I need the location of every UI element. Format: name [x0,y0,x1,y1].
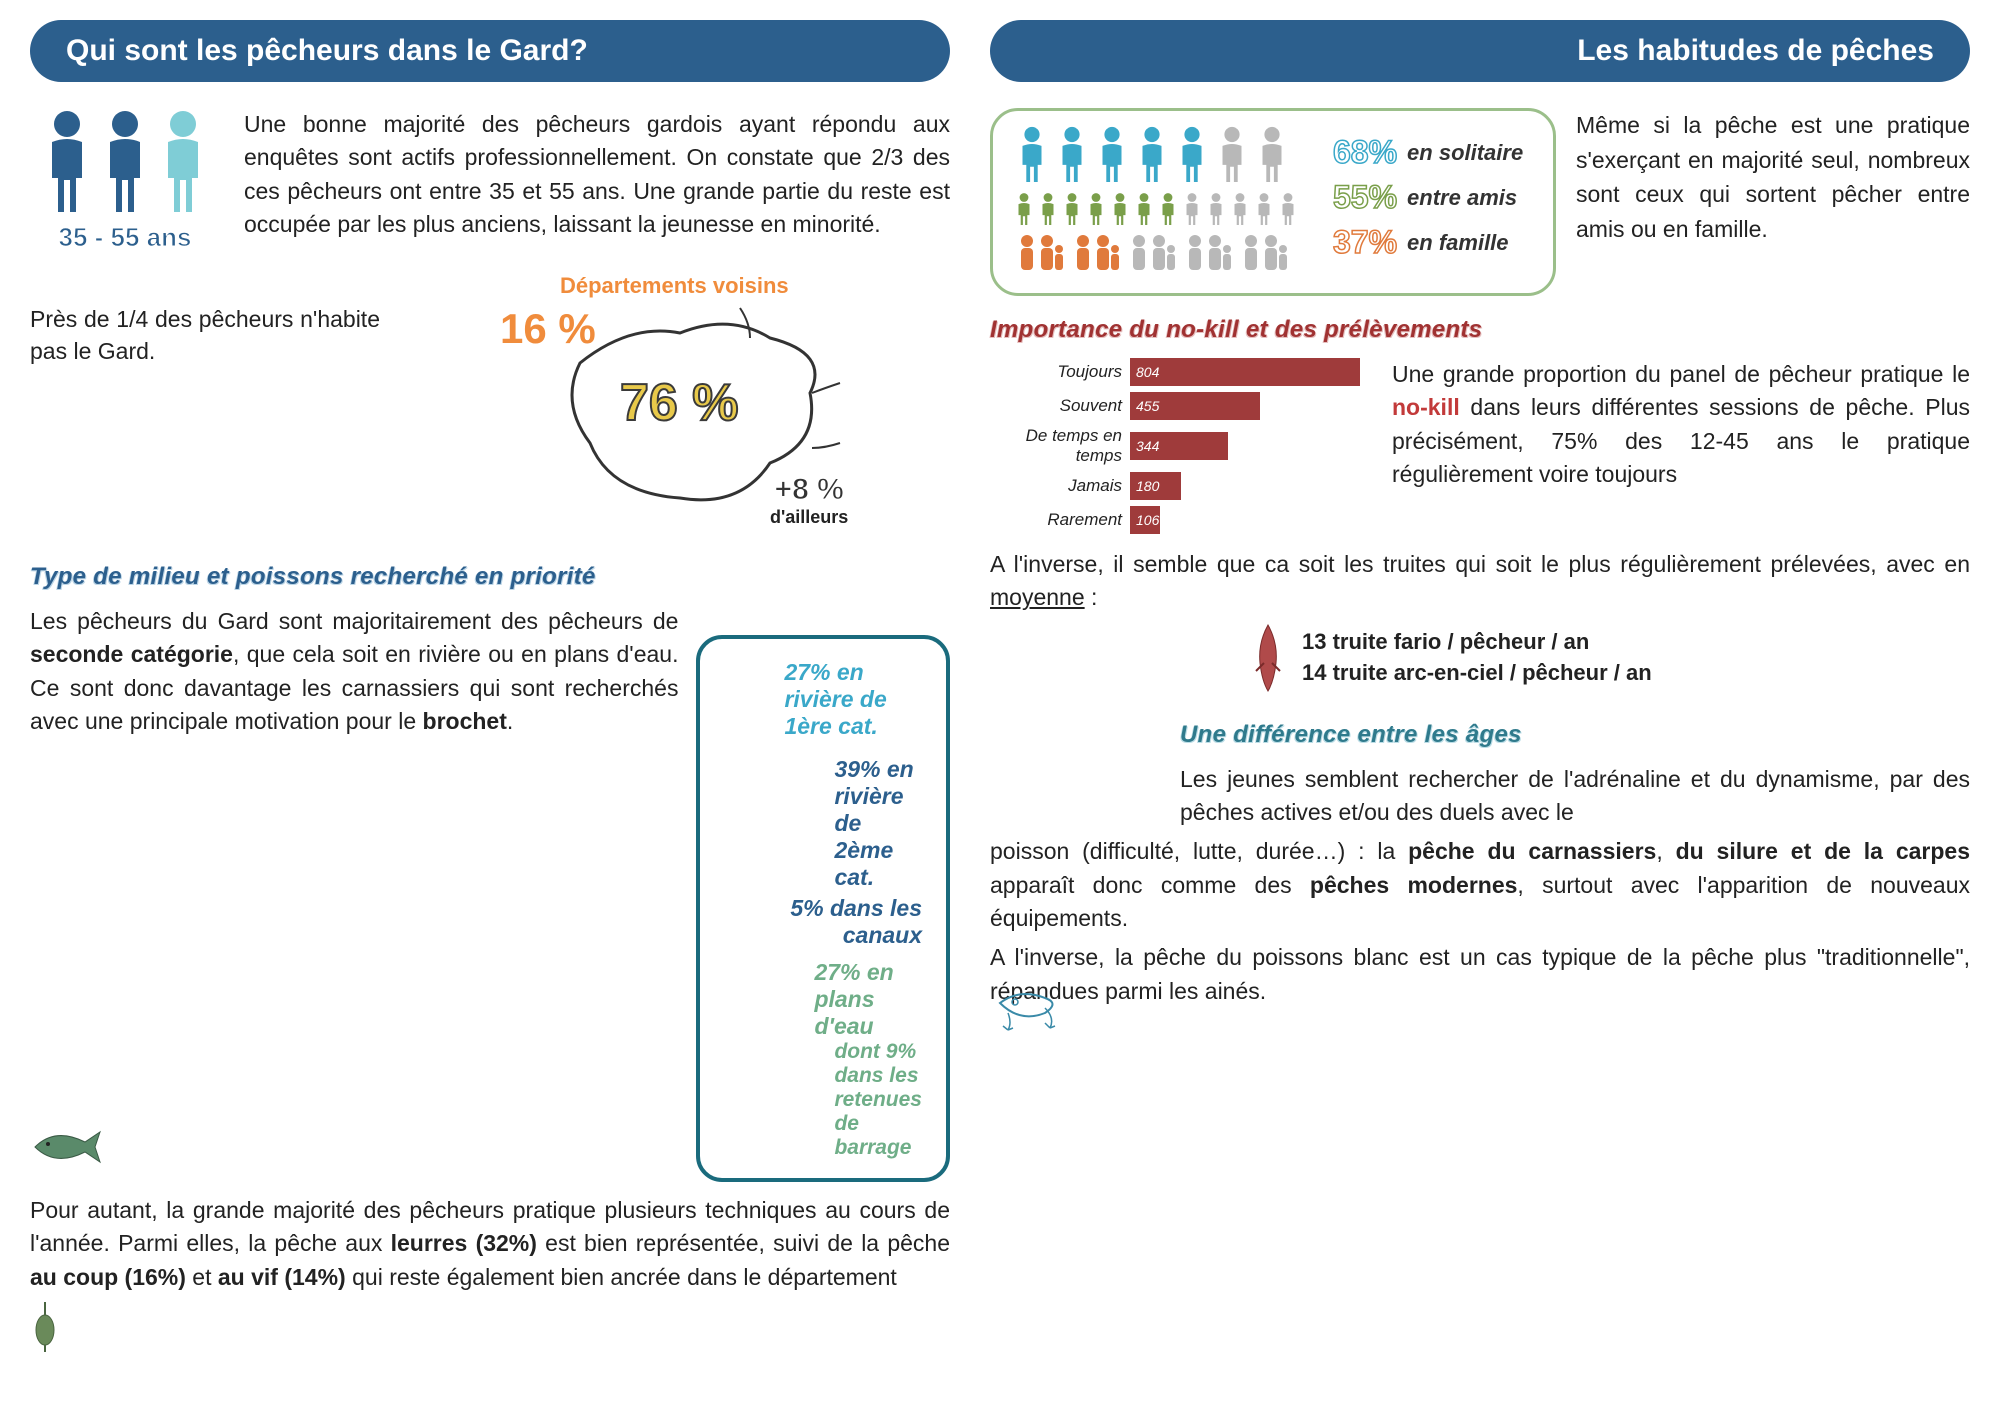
person-small-icon [1229,192,1251,227]
person-small-icon [1013,125,1051,186]
env-line-4: 27% en plans d'eau [814,959,922,1040]
person-small-icon [1053,125,1091,186]
person-icon [154,108,212,218]
person-small-icon [1085,192,1107,227]
trout-stats-row: 13 truite fario / pêcheur / an 14 truite… [1250,623,1970,693]
env-line-1: 27% en rivière de 1ère cat. [784,659,922,740]
bar-row: Toujours804 [990,358,1370,386]
person-small-icon [1133,192,1155,227]
bar-row: Jamais180 [990,472,1370,500]
intro-paragraph: Une bonne majorité des pêcheurs gardois … [244,108,950,241]
person-small-icon [1093,125,1131,186]
bobber-icon [30,1302,950,1352]
person-small-icon [1157,192,1179,227]
person-small-icon [1253,125,1291,186]
pct-8-block: +8 % d'ailleurs [770,473,848,528]
bar-label: Rarement [990,510,1130,530]
habit-stat: 68% en solitaire [1333,134,1533,171]
habits-icon-row [1013,125,1313,186]
habits-paragraph: Même si la pêche est une pratique s'exer… [1576,108,1970,296]
person-small-icon [1109,192,1131,227]
person-small-icon [1277,192,1299,227]
bar-label: De temps en temps [990,426,1130,466]
nokill-barchart: Toujours804Souvent455De temps en temps34… [990,358,1370,540]
subhead-environment: Type de milieu et poissons recherché en … [30,563,950,591]
bar-value: 106 [1130,506,1160,534]
trout-line-2: 14 truite arc-en-ciel / pêcheur / an [1302,658,1652,689]
bar-value: 344 [1130,432,1228,460]
people-age-block: 35 - 55 ans [30,108,220,253]
person-small-icon [1181,192,1203,227]
nokill-paragraph: Une grande proportion du panel de pêcheu… [1392,358,1970,491]
family-icon [1069,233,1123,273]
habits-icons [1013,125,1313,279]
age-paragraph-1: Les jeunes semblent rechercher de l'adré… [1180,763,1970,830]
habits-icon-row [1013,233,1313,273]
environments-box: 27% en rivière de 1ère cat. 39% en riviè… [696,635,950,1182]
subhead-age: Une différence entre les âges [1180,721,1970,749]
habits-icon-row [1013,192,1313,227]
person-icon [38,108,96,218]
left-title: Qui sont les pêcheurs dans le Gard? [66,34,588,67]
person-small-icon [1037,192,1059,227]
family-icon [1181,233,1235,273]
habit-label: entre amis [1407,185,1517,211]
right-title-pill: Les habitudes de pêches [990,20,1970,82]
habits-stats: 68% en solitaire 55% entre amis 37% en famill… [1333,134,1533,269]
env-line-2: 39% en rivière de 2ème cat. [834,756,922,891]
habit-label: en solitaire [1407,140,1523,166]
person-small-icon [1173,125,1211,186]
person-small-icon [1213,125,1251,186]
person-small-icon [1133,125,1171,186]
nokill-paragraph-2: A l'inverse, il semble que ca soit les t… [990,548,1970,615]
env-line-3: 5% dans les canaux [724,895,922,949]
pct-76: 76 % [620,373,739,433]
pct-8-num: +8 % [775,473,844,506]
person-small-icon [1061,192,1083,227]
right-title: Les habitudes de pêches [1577,34,1934,67]
env-paragraph: Les pêcheurs du Gard sont majoritairemen… [30,605,678,1055]
bar-value: 804 [1130,358,1360,386]
bar-row: Souvent455 [990,392,1370,420]
family-icon [1237,233,1291,273]
age-range-label: 35 - 55 ans [30,222,220,253]
family-icon [1013,233,1067,273]
person-small-icon [1253,192,1275,227]
bar-row: Rarement106 [990,506,1370,534]
bar-label: Souvent [990,396,1130,416]
person-small-icon [1013,192,1035,227]
pike-fish-icon [30,1122,110,1172]
habit-pct: 37% [1333,224,1397,261]
subhead-nokill: Importance du no-kill et des prélèvement… [990,316,1970,344]
habit-label: en famille [1407,230,1508,256]
techniques-paragraph: Pour autant, la grande majorité des pêch… [30,1194,950,1294]
map-box: Départements voisins 16 % 76 % +8 % d'ai… [390,273,950,543]
env-line-5: dont 9% dans les retenues de barrage [834,1040,922,1160]
quarter-text: Près de 1/4 des pêcheurs n'habite pas le… [30,303,380,367]
bar-value: 180 [1130,472,1181,500]
habit-stat: 55% entre amis [1333,179,1533,216]
age-paragraph-2: poisson (difficulté, lutte, durée…) : la… [990,835,1970,935]
people-icons [30,108,220,218]
bar-row: De temps en temps344 [990,426,1370,466]
family-icon [1125,233,1179,273]
pct-8-label: d'ailleurs [770,507,848,528]
habit-pct: 55% [1333,179,1397,216]
bar-value: 455 [1130,392,1260,420]
bar-label: Jamais [990,476,1130,496]
person-small-icon [1205,192,1227,227]
habit-stat: 37% en famille [1333,224,1533,261]
trout-line-1: 13 truite fario / pêcheur / an [1302,627,1652,658]
bar-label: Toujours [990,362,1130,382]
person-icon [96,108,154,218]
habits-box: 68% en solitaire 55% entre amis 37% en famill… [990,108,1556,296]
habit-pct: 68% [1333,134,1397,171]
left-title-pill: Qui sont les pêcheurs dans le Gard? [30,20,950,82]
trout-icon [1250,623,1286,693]
